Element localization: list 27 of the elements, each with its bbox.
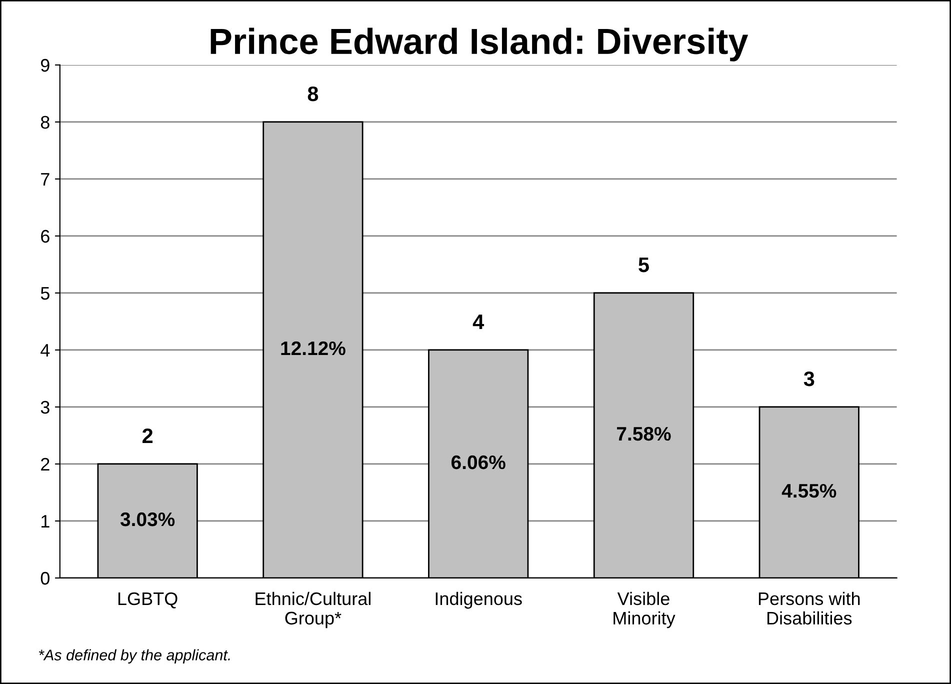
- annotation: 3.03%: [120, 512, 175, 526]
- y-tick-label: 2: [41, 458, 50, 471]
- annotation: 12.12%: [281, 341, 346, 356]
- data-label: 8: [308, 86, 318, 102]
- y-tick-label: 8: [40, 116, 50, 129]
- annotation: 7.58%: [617, 426, 671, 441]
- chart-title: Prince Edward Island: Diversity: [210, 28, 748, 62]
- data-label: 4: [472, 314, 484, 329]
- y-tick-label: 0: [40, 572, 50, 585]
- y-tick-label: 4: [40, 344, 50, 357]
- x-tick-label: Visible Minority: [614, 592, 676, 628]
- y-tick-label: 7: [41, 173, 50, 186]
- x-tick-label: Persons with Disabilities: [758, 592, 860, 625]
- annotation: 6.06%: [452, 455, 506, 470]
- y-tick-label: 6: [41, 230, 50, 243]
- text: *As defined by the applicant.: [38, 649, 230, 664]
- y-tick-label: 5: [40, 287, 50, 300]
- annotation: 4.55%: [782, 484, 836, 498]
- data-label: 3: [804, 371, 814, 386]
- y-tick-label: 1: [42, 515, 50, 528]
- x-tick-label: Ethnic/Cultural Group*: [256, 592, 370, 628]
- x-tick-label: Indigenous: [436, 592, 522, 609]
- data-label: 5: [638, 258, 649, 272]
- data-label: 2: [142, 428, 153, 443]
- y-tick-label: 9: [40, 58, 50, 72]
- x-tick-label: LGBTQ: [118, 592, 178, 608]
- y-tick-label: 3: [40, 400, 50, 414]
